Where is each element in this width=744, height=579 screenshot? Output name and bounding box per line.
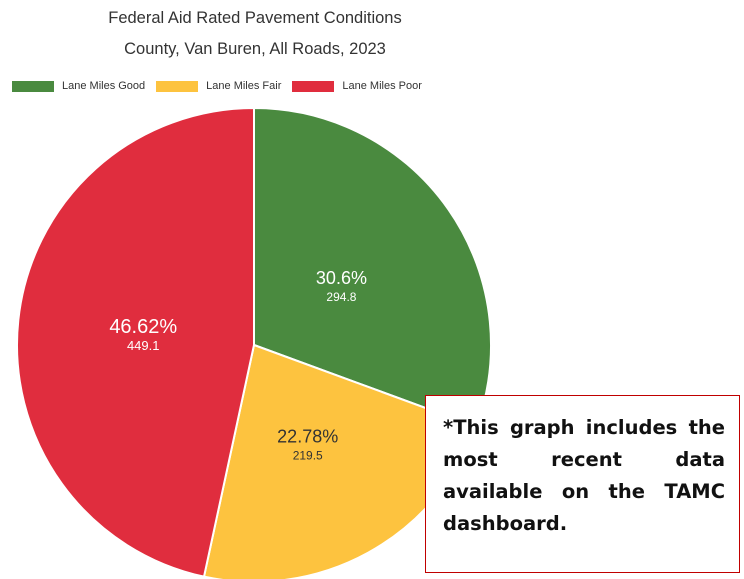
legend-label-good: Lane Miles Good bbox=[62, 80, 146, 92]
legend-swatch-fair bbox=[156, 80, 199, 92]
slice-value-label-good: 294.8 bbox=[326, 290, 356, 304]
pie-slice-poor[interactable] bbox=[16, 106, 255, 578]
legend-label-poor: Lane Miles Poor bbox=[342, 80, 422, 92]
pie-slice-good[interactable] bbox=[253, 106, 492, 428]
slice-percent-label-good: 30.6% bbox=[316, 268, 367, 288]
slice-percent-label-fair: 22.78% bbox=[277, 427, 338, 447]
slice-value-label-fair: 219.5 bbox=[293, 449, 323, 463]
legend-label-fair: Lane Miles Fair bbox=[206, 80, 282, 92]
chart-subtitle: County, Van Buren, All Roads, 2023 bbox=[124, 40, 386, 58]
slice-percent-label-poor: 46.62% bbox=[109, 316, 177, 338]
legend-item-good[interactable]: Lane Miles Good bbox=[12, 80, 145, 92]
legend-swatch-poor bbox=[292, 80, 335, 92]
legend-swatch-good bbox=[12, 80, 54, 92]
note-text: *This graph includes the most recent dat… bbox=[443, 416, 725, 535]
chart-title: Federal Aid Rated Pavement Conditions bbox=[108, 9, 402, 27]
legend: Lane Miles Good Lane Miles Fair Lane Mil… bbox=[12, 80, 433, 92]
note-box: *This graph includes the most recent dat… bbox=[425, 395, 740, 573]
legend-item-fair[interactable]: Lane Miles Fair bbox=[156, 80, 281, 92]
legend-item-poor[interactable]: Lane Miles Poor bbox=[292, 80, 422, 92]
slice-value-label-poor: 449.1 bbox=[127, 338, 160, 353]
